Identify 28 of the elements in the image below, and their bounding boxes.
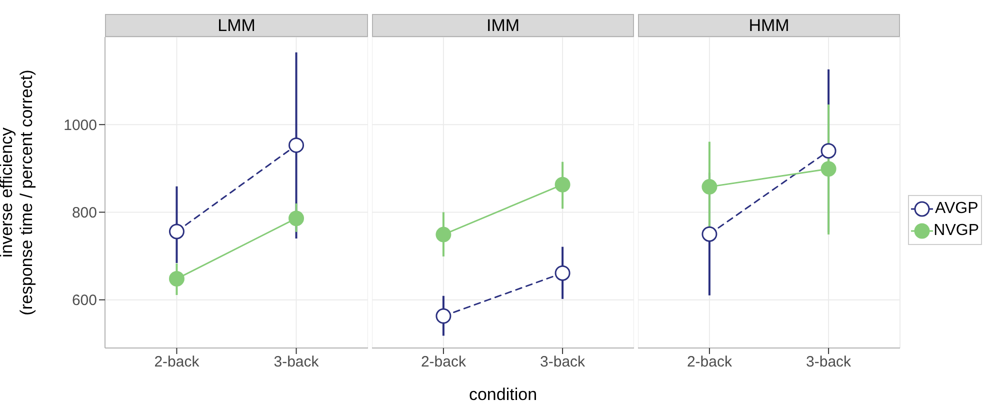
- y-tick-label: 800: [72, 204, 97, 222]
- point: [554, 176, 570, 192]
- point: [436, 308, 452, 324]
- y-tick-label: 600: [72, 292, 97, 310]
- x-tick-label: 3-back: [540, 354, 586, 371]
- point: [168, 271, 184, 287]
- point: [554, 265, 570, 281]
- x-tick-label: 3-back: [806, 354, 852, 371]
- point: [168, 224, 184, 240]
- chart-title: IMM: [486, 16, 520, 35]
- x-tick-label: 3-back: [274, 354, 320, 371]
- point: [820, 161, 836, 177]
- chart-title: HMM: [748, 16, 790, 35]
- x-tick-label: 2-back: [686, 354, 732, 371]
- point: [436, 226, 452, 242]
- point: [820, 143, 836, 159]
- point: [702, 226, 718, 242]
- legend-label: NVGP: [934, 222, 980, 240]
- legend-label: AVGP: [935, 200, 980, 218]
- point: [288, 137, 304, 153]
- y-axis-title: inverse efficiency (response time / percent correct): [0, 70, 36, 316]
- x-tick-label: 2-back: [154, 354, 200, 371]
- y-tick-label: 1000: [64, 116, 97, 134]
- chart-title: LMM: [218, 16, 256, 35]
- x-tick-label: 2-back: [420, 354, 466, 371]
- x-axis-title: condition: [468, 385, 538, 402]
- point: [288, 210, 304, 226]
- point: [702, 179, 718, 195]
